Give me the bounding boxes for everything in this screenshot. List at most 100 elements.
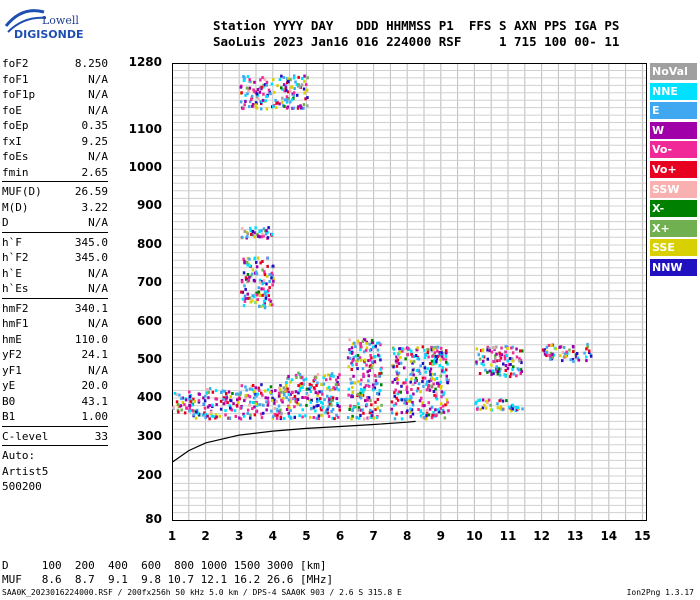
legend-item: X+	[650, 219, 697, 237]
echo-point	[263, 77, 267, 81]
echo-point	[238, 397, 241, 401]
echo-point	[504, 354, 507, 358]
echo-point	[286, 99, 289, 103]
echo-point	[446, 381, 449, 384]
x-tick-label: 6	[335, 529, 345, 543]
echo-point	[362, 350, 366, 354]
echo-point	[270, 276, 273, 280]
echo-point	[511, 351, 515, 355]
echo-point	[562, 346, 566, 349]
echo-point	[273, 401, 276, 405]
echo-point	[189, 400, 192, 404]
echo-point	[348, 348, 351, 352]
parameter-label: foE	[2, 103, 22, 117]
echo-point	[244, 385, 247, 389]
echo-point	[229, 406, 232, 410]
echo-point	[400, 417, 404, 421]
echo-point	[440, 402, 443, 406]
echo-point	[319, 406, 323, 410]
echo-point	[271, 232, 274, 236]
echo-point	[220, 390, 223, 394]
legend-item: X-	[650, 200, 697, 218]
echo-point	[299, 386, 302, 390]
echo-point	[277, 394, 281, 398]
echo-point	[446, 400, 449, 404]
echo-point	[289, 89, 292, 93]
echo-point	[351, 363, 354, 367]
echo-point	[263, 273, 267, 277]
echo-point	[184, 398, 188, 402]
echo-point	[317, 414, 321, 418]
echo-point	[415, 389, 419, 393]
echo-point	[499, 398, 503, 402]
echo-point	[486, 357, 489, 361]
echo-point	[515, 408, 519, 412]
echo-point	[417, 357, 421, 361]
echo-point	[310, 407, 313, 410]
echo-point	[270, 389, 273, 393]
echo-point	[208, 417, 211, 421]
echo-point	[305, 403, 308, 407]
echo-point	[258, 278, 262, 282]
echo-point	[287, 376, 290, 380]
echo-point	[265, 229, 268, 233]
echo-point	[256, 88, 260, 91]
echo-point	[398, 347, 401, 351]
echo-point	[246, 394, 250, 398]
echo-point	[502, 362, 505, 366]
x-tick-label: 11	[499, 529, 517, 543]
echo-point	[264, 229, 267, 233]
echo-point	[377, 392, 381, 396]
echo-point	[549, 351, 553, 355]
echo-point	[569, 358, 572, 362]
echo-point	[301, 375, 304, 379]
echo-point	[552, 353, 556, 357]
echo-point	[441, 355, 444, 358]
echo-point	[378, 341, 381, 345]
echo-point	[243, 299, 247, 303]
echo-point	[350, 417, 353, 421]
echo-point	[285, 95, 289, 99]
echo-point	[300, 83, 304, 87]
echo-point	[421, 376, 425, 380]
echo-point	[421, 416, 424, 420]
echo-point	[390, 411, 394, 415]
echo-point	[565, 350, 568, 354]
echo-point	[280, 86, 283, 90]
echo-point	[375, 416, 379, 419]
echo-point	[374, 344, 377, 348]
echo-point	[359, 414, 362, 417]
echo-point	[410, 349, 413, 353]
echo-point	[234, 414, 237, 418]
legend-item: NoVal	[650, 63, 697, 80]
echo-point	[272, 398, 276, 402]
echo-point	[261, 293, 264, 297]
parameter-label: M(D)	[2, 200, 29, 214]
echo-point	[497, 369, 500, 373]
echo-point	[291, 391, 294, 394]
echo-point	[326, 407, 329, 411]
echo-point	[356, 357, 360, 361]
echo-point	[224, 413, 227, 417]
echo-point	[240, 227, 244, 231]
echo-point	[258, 388, 261, 392]
echo-point	[359, 382, 362, 386]
echo-point	[271, 264, 275, 268]
echo-point	[264, 396, 267, 400]
echo-point	[291, 397, 294, 401]
echo-point	[239, 406, 243, 410]
parameter-label: foEs	[2, 150, 29, 163]
echo-point	[258, 235, 261, 239]
echo-point	[260, 403, 263, 407]
echo-point	[202, 396, 205, 400]
echo-point	[370, 403, 373, 407]
echo-point	[368, 342, 371, 346]
echo-point	[277, 411, 281, 415]
echo-point	[290, 98, 294, 102]
echo-point	[255, 265, 259, 269]
echo-point	[410, 353, 413, 356]
echo-point	[302, 87, 306, 91]
echo-point	[366, 396, 369, 399]
echo-point	[261, 268, 264, 272]
echo-point	[330, 403, 333, 407]
